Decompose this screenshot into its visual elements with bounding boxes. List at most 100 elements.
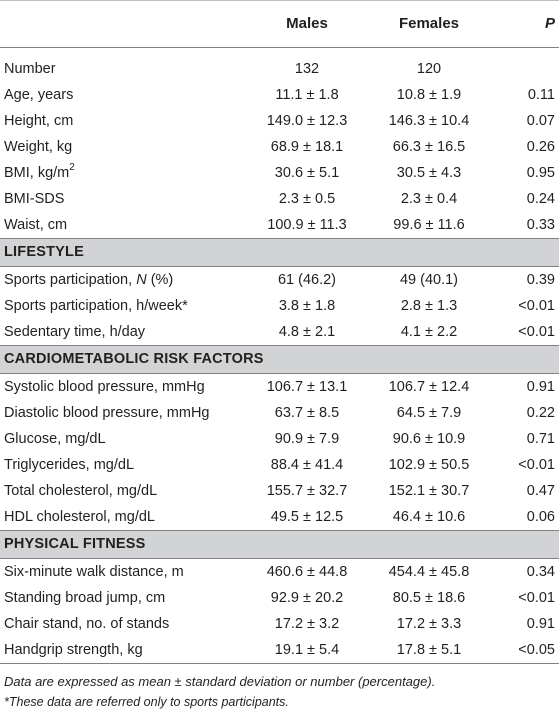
females-value: 49 (40.1) xyxy=(399,272,459,288)
row-label: Total cholesterol, mg/dL xyxy=(0,478,245,504)
males-value: 106.7 ± 13.1 xyxy=(266,379,348,395)
row-label-text: Number xyxy=(4,61,56,77)
row-label: Diastolic blood pressure, mmHg xyxy=(0,400,245,426)
table-header-row: Males Females P xyxy=(0,0,559,48)
p-value: <0.01 xyxy=(518,590,555,606)
p-value: 0.26 xyxy=(526,139,555,155)
row-label: BMI-SDS xyxy=(0,186,245,212)
p-value xyxy=(489,56,559,82)
row-label: BMI, kg/m2 xyxy=(0,160,245,186)
header-males: Males xyxy=(286,15,328,32)
row-label-text: HDL cholesterol, mg/dL xyxy=(4,509,155,525)
females-value: 106.7 ± 12.4 xyxy=(388,379,470,395)
males-value: 149.0 ± 12.3 xyxy=(266,113,348,129)
row-label: Sports participation, h/week* xyxy=(0,293,245,319)
row-label-text: Chair stand, no. of stands xyxy=(4,616,170,632)
section-physical-fitness: PHYSICAL FITNESS xyxy=(0,530,559,559)
table-row: Sports participation, N (%) 61 (46.2) 49 (… xyxy=(0,267,559,294)
p-value: 0.39 xyxy=(526,272,555,288)
females-value: 10.8 ± 1.9 xyxy=(396,87,462,103)
row-label-text: BMI-SDS xyxy=(4,191,65,207)
table-row: HDL cholesterol, mg/dL 49.5 ± 12.5 46.4 ± … xyxy=(0,504,559,531)
males-value: 49.5 ± 12.5 xyxy=(270,509,344,525)
p-value: 0.71 xyxy=(526,431,555,447)
header-blank xyxy=(0,1,245,48)
males-value: 2.3 ± 0.5 xyxy=(278,191,336,207)
males-value: 155.7 ± 32.7 xyxy=(266,483,348,499)
row-label-tail: (%) xyxy=(146,272,174,288)
p-value: 0.95 xyxy=(526,165,555,181)
header-females: Females xyxy=(398,15,460,32)
row-label: Chair stand, no. of stands xyxy=(0,611,245,637)
males-value: 4.8 ± 2.1 xyxy=(278,324,336,340)
spacer-row xyxy=(0,48,559,57)
row-label-text: Triglycerides, mg/dL xyxy=(4,457,135,473)
males-value: 61 (46.2) xyxy=(277,272,337,288)
table-row: Weight, kg 68.9 ± 18.1 66.3 ± 16.5 0.26 xyxy=(0,134,559,160)
table-row: BMI-SDS 2.3 ± 0.5 2.3 ± 0.4 0.24 xyxy=(0,186,559,212)
p-value: <0.05 xyxy=(489,637,559,664)
males-value: 17.2 ± 3.2 xyxy=(274,616,340,632)
row-label-text: Sports participation, xyxy=(4,272,137,288)
table-row: Waist, cm 100.9 ± 11.3 99.6 ± 11.6 0.33 xyxy=(0,212,559,239)
row-label: Systolic blood pressure, mmHg xyxy=(0,374,245,401)
table-row: BMI, kg/m2 30.6 ± 5.1 30.5 ± 4.3 0.95 xyxy=(0,160,559,186)
table-row: Glucose, mg/dL 90.9 ± 7.9 90.6 ± 10.9 0.71 xyxy=(0,426,559,452)
section-title: LIFESTYLE xyxy=(0,238,559,267)
row-label: Six-minute walk distance, m xyxy=(0,559,245,586)
table-row: Chair stand, no. of stands 17.2 ± 3.2 17.2… xyxy=(0,611,559,637)
males-value: 30.6 ± 5.1 xyxy=(274,165,340,181)
females-value: 90.6 ± 10.9 xyxy=(392,431,466,447)
table-row: Height, cm 149.0 ± 12.3 146.3 ± 10.4 0.07 xyxy=(0,108,559,134)
row-label-text: Waist, cm xyxy=(4,217,68,233)
p-value: 0.07 xyxy=(526,113,555,129)
males-value: 132 xyxy=(294,61,320,77)
females-value: 102.9 ± 50.5 xyxy=(388,457,470,473)
row-label-text: Sedentary time, h/day xyxy=(4,324,146,340)
row-label: Age, years xyxy=(0,82,245,108)
females-value: 2.3 ± 0.4 xyxy=(400,191,458,207)
males-value: 19.1 ± 5.4 xyxy=(245,637,369,664)
males-value: 90.9 ± 7.9 xyxy=(274,431,340,447)
females-value: 17.8 ± 5.1 xyxy=(369,637,489,664)
row-label: Sedentary time, h/day xyxy=(0,319,245,346)
p-value: 0.91 xyxy=(526,379,555,395)
section-cardiometabolic: CARDIOMETABOLIC RISK FACTORS xyxy=(0,345,559,374)
p-value: <0.01 xyxy=(518,298,555,314)
row-label: Handgrip strength, kg xyxy=(0,637,245,664)
females-value: 146.3 ± 10.4 xyxy=(388,113,470,129)
row-label: Height, cm xyxy=(0,108,245,134)
females-value: 30.5 ± 4.3 xyxy=(396,165,462,181)
table-row: Sedentary time, h/day 4.8 ± 2.1 4.1 ± 2.2 <… xyxy=(0,319,559,346)
males-value: 92.9 ± 20.2 xyxy=(270,590,344,606)
table-row: Six-minute walk distance, m 460.6 ± 44.8 4… xyxy=(0,559,559,586)
table-row: Diastolic blood pressure, mmHg 63.7 ± 8.5… xyxy=(0,400,559,426)
males-value: 88.4 ± 41.4 xyxy=(270,457,344,473)
table-row: Age, years 11.1 ± 1.8 10.8 ± 1.9 0.11 xyxy=(0,82,559,108)
footnote-data-expression: Data are expressed as mean ± standard de… xyxy=(4,674,436,689)
males-value: 100.9 ± 11.3 xyxy=(267,217,347,233)
table-footnotes: Data are expressed as mean ± standard de… xyxy=(0,664,559,712)
males-value: 63.7 ± 8.5 xyxy=(274,405,340,421)
females-value: 17.2 ± 3.3 xyxy=(396,616,462,632)
females-value: 66.3 ± 16.5 xyxy=(392,139,466,155)
row-label-text: Total cholesterol, mg/dL xyxy=(4,483,158,499)
table-row: Standing broad jump, cm 92.9 ± 20.2 80.5 ±… xyxy=(0,585,559,611)
section-lifestyle: LIFESTYLE xyxy=(0,238,559,267)
females-value: 64.5 ± 7.9 xyxy=(396,405,462,421)
row-label-italic: N xyxy=(136,272,147,288)
row-label: Number xyxy=(0,56,245,82)
row-label-text: Height, cm xyxy=(4,113,74,129)
table-row: Sports participation, h/week* 3.8 ± 1.8 2.… xyxy=(0,293,559,319)
row-label-text: Handgrip strength, kg xyxy=(4,642,143,658)
row-label: Triglycerides, mg/dL xyxy=(0,452,245,478)
females-value: 80.5 ± 18.6 xyxy=(392,590,466,606)
p-value: 0.11 xyxy=(527,87,555,103)
p-value: 0.24 xyxy=(526,191,555,207)
table-body: Number 132 120 Age, years 11.1 ± 1.8 10.8 ± 1… xyxy=(0,48,559,664)
females-value: 99.6 ± 11.6 xyxy=(393,217,465,233)
row-label-text: Age, years xyxy=(4,87,74,103)
characteristics-table: Males Females P Number 132 120 Age, years 11… xyxy=(0,0,559,664)
females-value: 4.1 ± 2.2 xyxy=(400,324,458,340)
row-label-text: Systolic blood pressure, mmHg xyxy=(4,379,205,395)
